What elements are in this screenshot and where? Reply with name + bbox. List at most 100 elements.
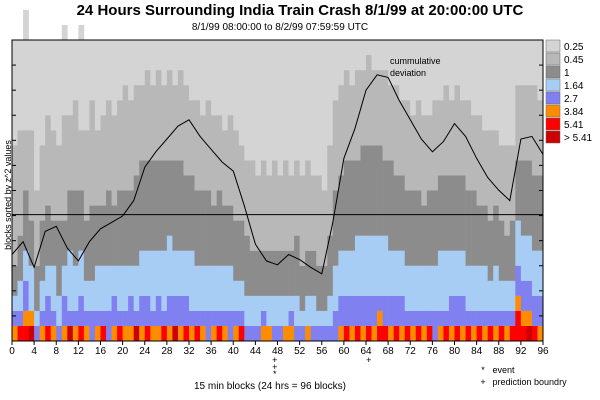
block-cell	[211, 265, 217, 311]
block-cell	[150, 310, 157, 326]
block-cell	[448, 175, 455, 251]
x-tick-label: 48	[272, 346, 284, 357]
block-cell	[45, 40, 52, 116]
chart-subtitle: 8/1/99 08:00:00 to 8/2/99 07:59:59 UTC	[191, 22, 369, 33]
block-cell	[34, 310, 40, 326]
block-cell	[482, 310, 488, 326]
block-cell	[343, 325, 350, 341]
block-cell	[288, 40, 295, 176]
block-cell	[343, 40, 350, 71]
block-cell	[526, 325, 533, 341]
block-cell	[404, 325, 411, 341]
block-cell	[45, 325, 52, 341]
block-cell	[100, 40, 107, 116]
block-cell	[161, 85, 168, 161]
block-cell	[56, 145, 63, 221]
block-cell	[366, 295, 372, 326]
x-tick-label: 84	[471, 346, 483, 357]
block-cell	[393, 175, 400, 251]
block-cell	[45, 265, 52, 296]
block-cell	[443, 325, 450, 341]
block-cell	[94, 130, 101, 206]
block-cell	[94, 310, 101, 326]
block-cell	[100, 325, 107, 341]
block-cell	[128, 295, 134, 326]
block-cell	[366, 55, 372, 146]
block-cell	[61, 24, 68, 116]
block-cell	[260, 40, 267, 161]
block-cell	[222, 40, 229, 131]
block-cell	[72, 190, 79, 266]
block-cell	[249, 325, 256, 341]
block-cell	[388, 325, 394, 341]
block-cell	[255, 250, 262, 296]
block-cell	[531, 40, 538, 86]
block-cell	[437, 310, 444, 326]
block-cell	[454, 40, 461, 86]
block-cell	[283, 295, 289, 326]
block-cell	[426, 310, 433, 326]
block-cell	[471, 190, 477, 266]
block-cell	[504, 325, 511, 341]
block-cell	[443, 250, 450, 311]
block-cell	[89, 280, 96, 311]
block-cell	[465, 310, 472, 326]
block-cell	[299, 175, 306, 266]
block-cell	[183, 250, 190, 296]
block-cell	[94, 205, 101, 266]
block-cell	[78, 250, 85, 296]
block-cell	[410, 40, 417, 116]
block-cell	[354, 160, 361, 236]
block-cell	[61, 115, 68, 221]
block-cell	[509, 280, 516, 311]
x-tick-label: 0	[9, 346, 15, 357]
block-cell	[200, 40, 206, 116]
block-cell	[454, 85, 461, 176]
block-cell	[482, 205, 488, 266]
x-tick-label: 16	[95, 346, 107, 357]
block-cell	[39, 310, 46, 326]
block-cell	[487, 280, 494, 311]
block-cell	[67, 40, 74, 116]
block-cell	[216, 265, 223, 311]
block-cell	[399, 295, 406, 326]
block-cell	[343, 295, 350, 326]
block-cell	[520, 85, 527, 161]
block-cell	[45, 115, 52, 206]
block-cell	[161, 310, 168, 326]
block-cell	[128, 265, 134, 296]
legend-label: 0.25	[564, 42, 584, 53]
block-cell	[117, 40, 123, 101]
block-cell	[360, 325, 367, 341]
block-cell	[12, 325, 18, 341]
block-cell	[498, 310, 505, 326]
block-cell	[343, 160, 350, 251]
block-cell	[399, 250, 406, 296]
block-cell	[56, 325, 63, 341]
block-cell	[67, 325, 74, 341]
x-tick-label: 64	[360, 346, 372, 357]
block-cell	[498, 280, 505, 311]
block-cell	[460, 175, 466, 251]
legend-label: 3.84	[564, 107, 584, 118]
block-cell	[460, 100, 466, 176]
block-cell	[448, 40, 455, 101]
x-tick-label: 44	[250, 346, 262, 357]
block-cell	[244, 40, 251, 161]
block-cell	[78, 325, 85, 341]
block-cell	[404, 310, 411, 326]
block-cell	[305, 40, 311, 161]
block-cell	[382, 160, 389, 236]
block-cell	[155, 325, 162, 341]
block-cell	[194, 190, 201, 266]
block-cell	[128, 100, 134, 191]
block-cell	[460, 40, 466, 101]
block-cell	[354, 40, 361, 71]
block-cell	[327, 295, 334, 326]
cumulative-label: cummulative	[390, 56, 441, 66]
block-cell	[56, 295, 63, 326]
block-cell	[531, 175, 538, 251]
block-cell	[454, 295, 461, 326]
block-cell	[460, 295, 466, 326]
block-cell	[526, 280, 533, 311]
